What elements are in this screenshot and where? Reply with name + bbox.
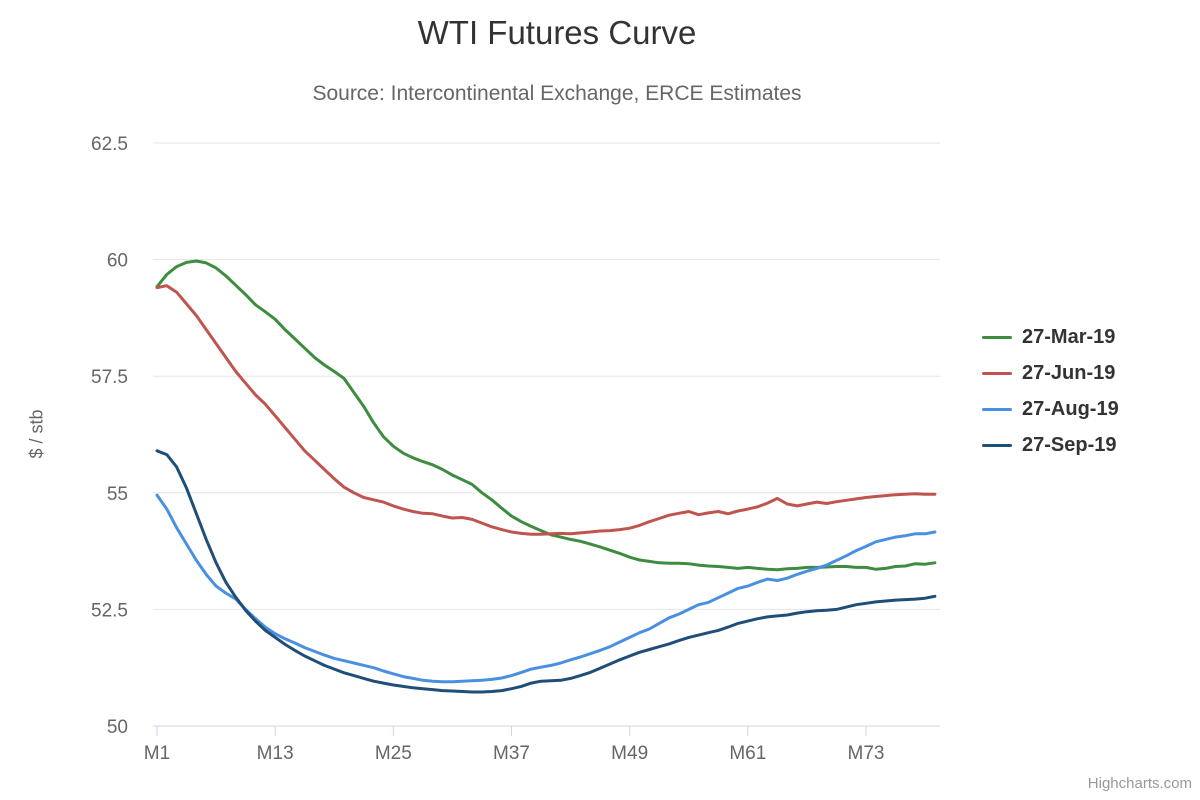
y-axis-label-57.5: 57.5 bbox=[91, 367, 128, 388]
legend-item-27-mar-19[interactable]: 27-Mar-19 bbox=[982, 319, 1119, 355]
chart-title: WTI Futures Curve bbox=[417, 14, 697, 51]
legend: 27-Mar-19 27-Jun-19 27-Aug-19 27-Sep-19 bbox=[982, 319, 1119, 463]
x-axis-label-M61: M61 bbox=[729, 743, 766, 764]
x-axis-label-M49: M49 bbox=[611, 743, 648, 764]
y-axis-label-60: 60 bbox=[107, 251, 128, 272]
series-line-swatch-icon bbox=[982, 407, 1012, 411]
x-axis-label-M37: M37 bbox=[493, 743, 530, 764]
y-axis-label-52.5: 52.5 bbox=[91, 600, 128, 621]
chart-subtitle: Source: Intercontinental Exchange, ERCE … bbox=[312, 82, 802, 105]
legend-label: 27-Aug-19 bbox=[1022, 397, 1119, 420]
legend-label: 27-Sep-19 bbox=[1022, 433, 1117, 456]
series-line-27-Sep-19[interactable] bbox=[155, 449, 937, 694]
legend-item-27-aug-19[interactable]: 27-Aug-19 bbox=[982, 391, 1119, 427]
series-line-swatch-icon bbox=[982, 371, 1012, 375]
legend-item-27-sep-19[interactable]: 27-Sep-19 bbox=[982, 427, 1119, 463]
legend-label: 27-Mar-19 bbox=[1022, 325, 1116, 348]
series-line-swatch-icon bbox=[982, 443, 1012, 447]
y-axis-label-55: 55 bbox=[107, 484, 128, 505]
x-axis-label-M13: M13 bbox=[257, 743, 294, 764]
legend-label: 27-Jun-19 bbox=[1022, 361, 1116, 384]
x-axis-label-M25: M25 bbox=[375, 743, 412, 764]
highcharts-credits-link[interactable]: Highcharts.com bbox=[1087, 775, 1192, 792]
series-line-27-Aug-19[interactable] bbox=[155, 493, 937, 684]
x-axis-label-M73: M73 bbox=[848, 743, 885, 764]
x-axis-label-M1: M1 bbox=[144, 743, 170, 764]
legend-item-27-jun-19[interactable]: 27-Jun-19 bbox=[982, 355, 1119, 391]
y-axis-label-50: 50 bbox=[107, 717, 128, 738]
series-line-27-Jun-19[interactable] bbox=[155, 284, 937, 536]
y-axis-label-62.5: 62.5 bbox=[91, 134, 128, 155]
series-line-swatch-icon bbox=[982, 335, 1012, 339]
